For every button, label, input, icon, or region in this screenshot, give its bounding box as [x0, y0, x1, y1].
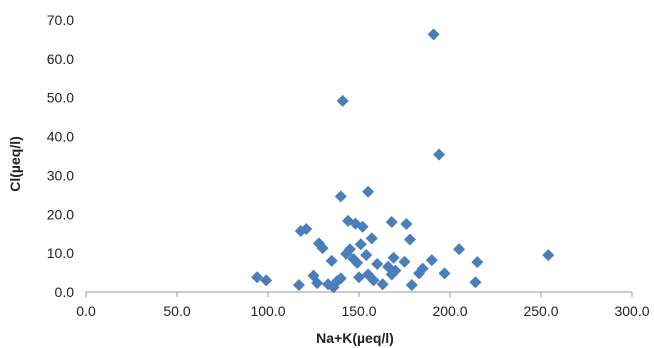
data-point	[292, 279, 305, 292]
data-point	[325, 254, 338, 267]
data-point	[433, 148, 446, 161]
data-point	[343, 243, 356, 256]
data-point	[385, 216, 398, 229]
y-axis-ticks: 0.0 10.0 20.0 30.0 40.0 50.0 60.0 70.0	[47, 12, 74, 300]
x-tick-label: 250.0	[523, 303, 558, 319]
data-point	[260, 274, 273, 287]
data-point	[336, 94, 349, 107]
data-point	[367, 274, 380, 287]
x-tick-label: 150.0	[341, 303, 376, 319]
data-points	[251, 28, 555, 294]
data-point	[387, 251, 400, 264]
data-point	[416, 262, 429, 275]
data-point	[311, 277, 324, 290]
data-point	[403, 233, 416, 246]
data-point	[362, 185, 375, 198]
data-point	[300, 223, 313, 236]
data-point	[365, 232, 378, 245]
x-axis-title: Na+K(µeq/l)	[316, 330, 394, 346]
data-point	[354, 238, 367, 251]
x-tick-label: 300.0	[614, 303, 649, 319]
x-tick-label: 200.0	[432, 303, 467, 319]
data-point	[453, 243, 466, 256]
y-tick-label: 50.0	[47, 90, 74, 106]
data-point	[334, 190, 347, 203]
y-tick-label: 0.0	[55, 284, 75, 300]
data-point	[371, 258, 384, 271]
data-point	[251, 271, 264, 284]
data-point	[356, 220, 369, 233]
data-point	[398, 255, 411, 268]
data-point	[334, 272, 347, 285]
data-point	[400, 218, 413, 230]
data-point	[353, 271, 365, 284]
data-point	[351, 256, 364, 269]
y-tick-label: 40.0	[47, 129, 74, 145]
y-tick-label: 60.0	[47, 51, 74, 67]
y-tick-label: 30.0	[47, 167, 74, 183]
x-axis-ticks: 0.0 50.0 100.0 150.0 200.0 250.0 300.0	[76, 292, 650, 319]
x-tick-label: 100.0	[250, 303, 285, 319]
x-tick-label: 50.0	[163, 303, 190, 319]
data-point	[405, 279, 418, 292]
y-tick-label: 70.0	[47, 12, 74, 28]
y-tick-label: 20.0	[47, 206, 74, 222]
x-tick-label: 0.0	[76, 303, 96, 319]
data-point	[425, 254, 438, 267]
y-axis-title: Cl(µeq/l)	[7, 136, 23, 192]
data-point	[316, 242, 329, 255]
data-point	[469, 276, 482, 289]
data-point	[471, 256, 484, 269]
data-point	[360, 249, 373, 262]
data-point	[376, 278, 389, 291]
data-point	[542, 249, 555, 262]
y-tick-label: 10.0	[47, 245, 74, 261]
data-point	[427, 28, 440, 41]
data-point	[438, 267, 451, 280]
data-point	[389, 264, 402, 277]
